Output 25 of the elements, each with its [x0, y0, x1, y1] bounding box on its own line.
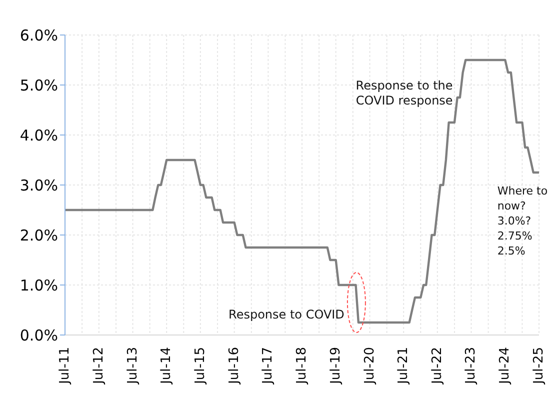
y-tick-label: 0.0% [20, 326, 58, 344]
x-tick-label: Jul-23 [464, 347, 479, 385]
x-tick-label: Jul-25 [532, 347, 546, 385]
x-tick-label: Jul-13 [125, 347, 140, 385]
annotation: Response to COVID [228, 308, 344, 322]
x-tick-label: Jul-17 [260, 347, 276, 385]
y-tick-label: 6.0% [20, 26, 58, 44]
y-tick-label: 3.0% [20, 176, 58, 194]
x-tick-label: Jul-19 [328, 347, 344, 385]
x-tick-label: Jul-24 [498, 347, 513, 385]
x-tick-label: Jul-21 [396, 347, 412, 385]
annotation: Response to the COVID response [356, 78, 453, 108]
y-tick-label: 5.0% [20, 76, 58, 94]
y-tick-label: 2.0% [20, 226, 58, 244]
y-tick-label: 4.0% [20, 126, 58, 144]
x-tick-label: Jul-11 [58, 347, 72, 385]
x-tick-label: Jul-20 [362, 347, 378, 385]
annotation: Where to now? 3.0%? 2.75% 2.5% [497, 184, 548, 258]
x-tick-label: Jul-14 [159, 347, 174, 385]
x-tick-label: Jul-16 [226, 347, 242, 385]
x-tick-label: Jul-12 [91, 347, 106, 385]
x-tick-label: Jul-22 [430, 347, 445, 385]
x-tick-label: Jul-15 [192, 347, 208, 385]
x-tick-label: Jul-18 [294, 347, 310, 385]
y-tick-label: 1.0% [20, 276, 58, 294]
